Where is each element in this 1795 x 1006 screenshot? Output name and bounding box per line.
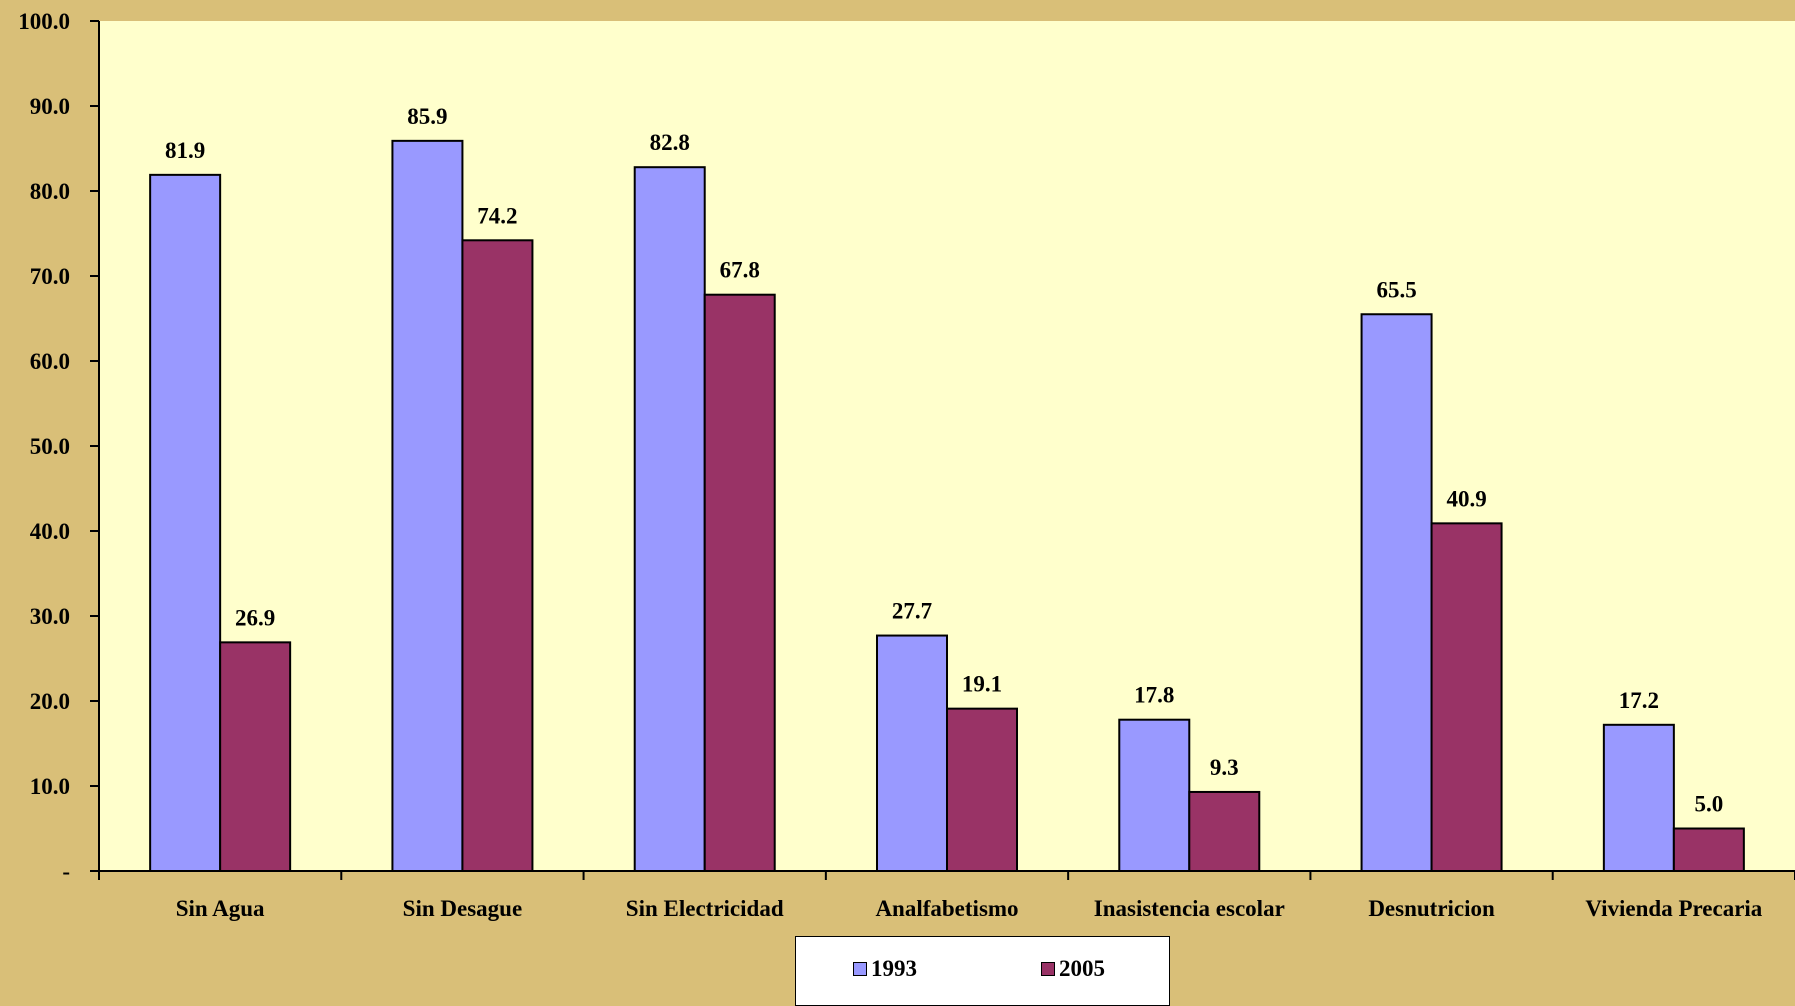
category-label-2: Sin Desague xyxy=(403,896,523,921)
y-tick-label-4: 30.0 xyxy=(30,604,70,629)
bar-1993-6 xyxy=(1360,313,1433,872)
category-label-7: Vivienda Precaria xyxy=(1585,896,1762,921)
legend-item-1993: 1993 xyxy=(853,956,917,982)
labels: 81.9 26.9 Sin Agua 85.9 74.2 Sin Desague 82.8 6… xyxy=(18,9,1763,921)
axes xyxy=(90,20,1795,880)
data-label-2005-1: 26.9 xyxy=(235,605,275,630)
category-label-4: Analfabetismo xyxy=(875,896,1018,921)
y-tick-label-8: 70.0 xyxy=(30,264,70,289)
data-label-1993-1: 81.9 xyxy=(165,138,205,163)
bar-1993-4 xyxy=(876,634,948,872)
bar-1993-1 xyxy=(149,173,222,873)
bar-2005-7 xyxy=(1672,827,1745,872)
legend: 1993 2005 xyxy=(795,936,1170,1006)
legend-item-2005: 2005 xyxy=(1041,956,1105,982)
data-label-2005-6: 40.9 xyxy=(1446,486,1486,511)
y-tick-label-9: 80.0 xyxy=(30,179,70,204)
data-label-2005-4: 19.1 xyxy=(962,672,1002,697)
data-label-1993-3: 82.8 xyxy=(650,130,690,155)
bar-2005-3 xyxy=(703,293,776,872)
data-label-1993-6: 65.5 xyxy=(1376,277,1416,302)
legend-label-2005: 2005 xyxy=(1059,956,1105,981)
data-label-1993-5: 17.8 xyxy=(1134,683,1174,708)
data-label-1993-2: 85.9 xyxy=(407,104,447,129)
category-label-5: Inasistencia escolar xyxy=(1094,896,1285,921)
data-label-1993-7: 17.2 xyxy=(1619,688,1659,713)
bar-2005-1 xyxy=(219,641,292,872)
y-tick-label-11: 100.0 xyxy=(18,9,70,34)
y-tick-label-3: 20.0 xyxy=(30,689,70,714)
data-label-2005-3: 67.8 xyxy=(720,258,760,283)
category-label-3: Sin Electricidad xyxy=(626,896,784,921)
y-tick-label-1: - xyxy=(62,859,70,884)
data-label-2005-2: 74.2 xyxy=(477,203,517,228)
y-tick-label-10: 90.0 xyxy=(30,94,70,119)
bar-1993-5 xyxy=(1118,718,1191,873)
category-label-1: Sin Agua xyxy=(176,896,265,921)
bar-1993-7 xyxy=(1602,723,1675,872)
bar-2005-6 xyxy=(1430,522,1503,872)
data-label-2005-5: 9.3 xyxy=(1210,755,1239,780)
data-label-1993-4: 27.7 xyxy=(892,599,932,624)
bar-1993-2 xyxy=(391,139,464,873)
y-tick-label-6: 50.0 xyxy=(30,434,70,459)
data-label-2005-7: 5.0 xyxy=(1694,792,1723,817)
bar-1993-3 xyxy=(633,166,706,872)
category-label-6: Desnutricion xyxy=(1368,896,1495,921)
y-tick-label-2: 10.0 xyxy=(30,774,70,799)
y-tick-label-7: 60.0 xyxy=(30,349,70,374)
bar-2005-2 xyxy=(461,239,534,873)
y-tick-label-5: 40.0 xyxy=(30,519,70,544)
legend-swatch-2005 xyxy=(1041,962,1055,976)
legend-label-1993: 1993 xyxy=(871,956,917,981)
bar-2005-4 xyxy=(946,707,1018,873)
bar-2005-5 xyxy=(1188,790,1261,873)
bars xyxy=(149,139,1745,873)
legend-swatch-1993 xyxy=(853,962,867,976)
